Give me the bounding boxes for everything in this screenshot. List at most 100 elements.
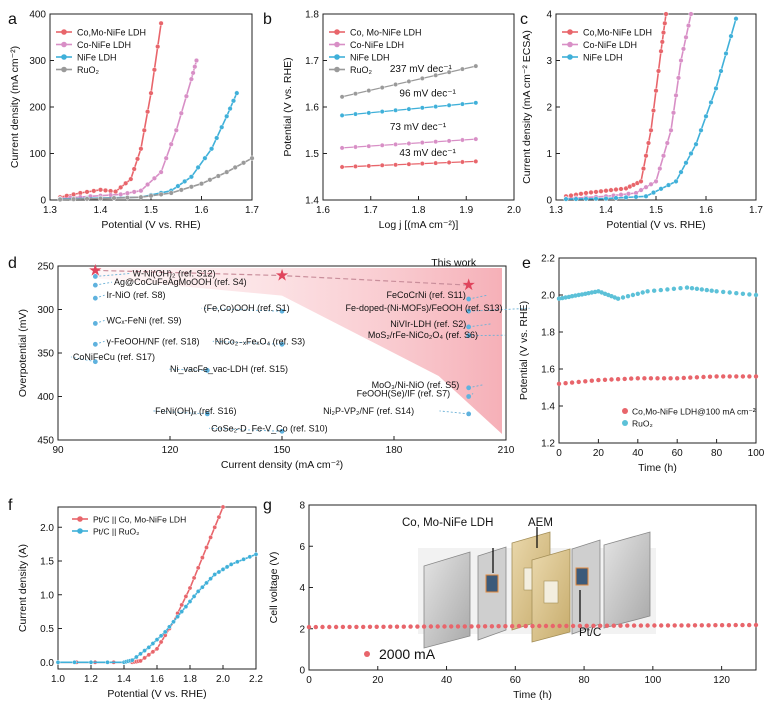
data-point	[406, 141, 412, 146]
reference-point	[466, 411, 472, 417]
data-point	[379, 142, 385, 148]
x-tick-label: 0	[306, 675, 312, 686]
x-tick-label: 1.7	[364, 205, 378, 216]
data-point	[123, 180, 129, 186]
data-point	[187, 585, 193, 591]
data-point	[648, 181, 654, 187]
data-point	[557, 623, 562, 629]
data-point	[618, 623, 623, 628]
data-point	[482, 624, 488, 629]
data-point	[665, 623, 671, 628]
data-point	[379, 109, 385, 115]
data-point	[138, 651, 143, 657]
data-point	[686, 23, 692, 29]
panel-f-label: f	[8, 497, 13, 514]
data-point	[216, 569, 222, 575]
data-point	[747, 622, 752, 628]
reference-point	[92, 295, 98, 301]
data-point	[583, 379, 588, 384]
panel-b-label: b	[263, 11, 272, 28]
data-point	[689, 286, 695, 291]
this-work-star: ★	[275, 268, 289, 285]
data-point	[361, 624, 366, 630]
data-point	[679, 623, 684, 628]
x-axis-label: Potential (V vs. RHE)	[101, 219, 200, 231]
data-point	[339, 94, 345, 100]
reference-leader	[95, 272, 131, 277]
inset-label-ptc: Pt/C	[579, 627, 601, 639]
data-point	[158, 633, 164, 639]
reference-leader	[212, 340, 283, 345]
tafel-slope-label: 237 mV dec⁻¹	[390, 64, 453, 75]
data-point	[543, 623, 549, 629]
data-point	[638, 178, 644, 184]
y-axis-label: Potential (V vs. RHE)	[282, 57, 294, 156]
y-tick-label: 2.0	[541, 291, 555, 302]
data-point	[625, 294, 631, 299]
data-point	[686, 623, 691, 628]
data-point	[241, 160, 247, 166]
x-tick-label: 120	[162, 445, 179, 456]
data-point	[84, 196, 90, 202]
data-point	[198, 181, 204, 187]
y-tick-label: 350	[37, 349, 54, 360]
y-axis-label: Current density (mA cm⁻² ECSA)	[521, 30, 533, 184]
x-tick-label: 180	[386, 445, 403, 456]
data-point	[393, 162, 398, 168]
data-point	[131, 189, 137, 195]
data-point	[353, 144, 358, 150]
data-point	[339, 145, 345, 151]
data-point	[118, 184, 124, 190]
reference-leader	[439, 410, 469, 415]
y-tick-label: 8	[299, 501, 305, 512]
panel-g-label: g	[263, 497, 272, 514]
data-point	[446, 138, 452, 144]
panel-e-frame	[558, 257, 757, 444]
data-point	[688, 375, 693, 380]
data-point	[158, 20, 164, 26]
data-point	[339, 164, 345, 170]
x-tick-label: 1.9	[459, 205, 473, 216]
data-point	[151, 175, 157, 181]
data-point	[714, 289, 719, 294]
data-point	[142, 648, 147, 653]
data-point	[588, 189, 594, 195]
data-point	[630, 292, 636, 298]
data-point	[131, 166, 137, 172]
data-point	[433, 139, 439, 145]
x-tick-label: 20	[593, 448, 605, 459]
data-point	[158, 639, 164, 645]
x-tick-label: 1.6	[699, 205, 713, 216]
data-point	[421, 624, 427, 629]
data-point	[707, 374, 713, 379]
data-point	[728, 33, 734, 39]
data-point	[228, 562, 234, 567]
x-tick-label: 150	[274, 445, 291, 456]
data-point	[663, 11, 669, 17]
data-point	[150, 641, 156, 646]
data-point	[579, 292, 585, 297]
data-point	[622, 376, 627, 382]
data-point	[353, 163, 358, 169]
data-point	[188, 184, 194, 190]
legend-marker	[622, 408, 628, 414]
tafel-slope-label: 73 mV dec⁻¹	[390, 122, 447, 133]
y-axis-label: Cell voltage (V)	[268, 552, 280, 624]
data-point	[678, 169, 684, 175]
data-point	[102, 187, 108, 193]
data-point	[320, 624, 325, 630]
legend-marker	[622, 420, 628, 426]
panel-e: e 0 20 40 60 80 100 1.2 1.4 1.6 1.8 2.0 2.2 Time (h) P…	[518, 254, 765, 475]
y-tick-label: 200	[29, 103, 46, 114]
data-point	[683, 34, 689, 40]
y-axis-label: Current density (mA cm⁻²)	[9, 46, 21, 168]
legend-entry: 2000 mA	[379, 646, 436, 662]
data-point	[620, 295, 626, 300]
data-point	[603, 196, 609, 202]
series-line-f-1	[58, 553, 257, 664]
data-point	[435, 624, 440, 629]
data-point	[111, 195, 117, 201]
data-point	[124, 190, 130, 196]
reference-label: Fe-doped-(Ni-MOFs)/FeOOH (ref. S13)	[345, 303, 502, 313]
data-point	[673, 92, 679, 98]
